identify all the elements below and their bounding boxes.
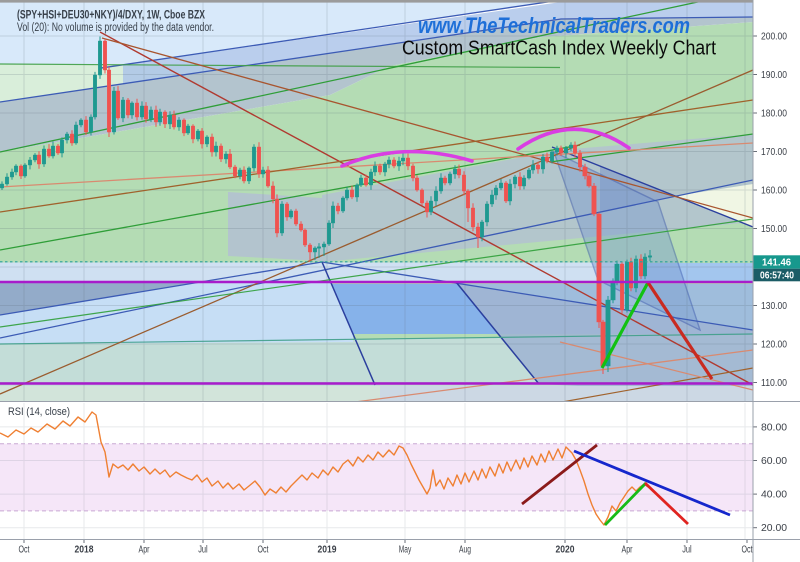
svg-text:180.00: 180.00 <box>761 108 787 119</box>
svg-text:Oct: Oct <box>19 545 30 556</box>
svg-text:130.00: 130.00 <box>761 301 787 312</box>
svg-text:Jul: Jul <box>198 545 208 556</box>
svg-text:150.00: 150.00 <box>761 224 787 235</box>
svg-text:190.00: 190.00 <box>761 70 787 81</box>
svg-text:110.00: 110.00 <box>761 378 787 389</box>
svg-text:2020: 2020 <box>556 545 575 556</box>
svg-text:Vol (20): No volume is provide: Vol (20): No volume is provided by the d… <box>17 22 214 34</box>
svg-text:120.00: 120.00 <box>761 339 787 350</box>
svg-text:160.00: 160.00 <box>761 185 787 196</box>
svg-text:200.00: 200.00 <box>761 31 787 42</box>
svg-text:60.00: 60.00 <box>761 456 787 467</box>
svg-text:Custom SmartCash Index Weekly: Custom SmartCash Index Weekly Chart <box>402 38 716 60</box>
svg-text:RSI (14, close): RSI (14, close) <box>8 406 70 418</box>
svg-text:2018: 2018 <box>75 545 94 556</box>
svg-text:Oct: Oct <box>742 545 753 556</box>
svg-text:Aug: Aug <box>459 545 471 556</box>
svg-text:80.00: 80.00 <box>761 422 787 433</box>
svg-text:Oct: Oct <box>258 545 269 556</box>
svg-text:Jul: Jul <box>682 545 692 556</box>
svg-text:40.00: 40.00 <box>761 490 787 501</box>
svg-text:20.00: 20.00 <box>761 523 787 534</box>
svg-text:Apr: Apr <box>622 545 633 556</box>
svg-text:www.TheTechnicalTraders.com: www.TheTechnicalTraders.com <box>418 13 690 38</box>
svg-text:May: May <box>399 545 412 556</box>
svg-text:(SPY+HSI+DEU30+NKY)/4/DXY, 1W,: (SPY+HSI+DEU30+NKY)/4/DXY, 1W, Cboe BZX <box>17 10 205 22</box>
svg-text:2019: 2019 <box>318 545 337 556</box>
svg-text:141.46: 141.46 <box>762 257 791 268</box>
svg-text:Apr: Apr <box>139 545 150 556</box>
svg-text:170.00: 170.00 <box>761 147 787 158</box>
svg-text:06:57:40: 06:57:40 <box>760 270 794 281</box>
